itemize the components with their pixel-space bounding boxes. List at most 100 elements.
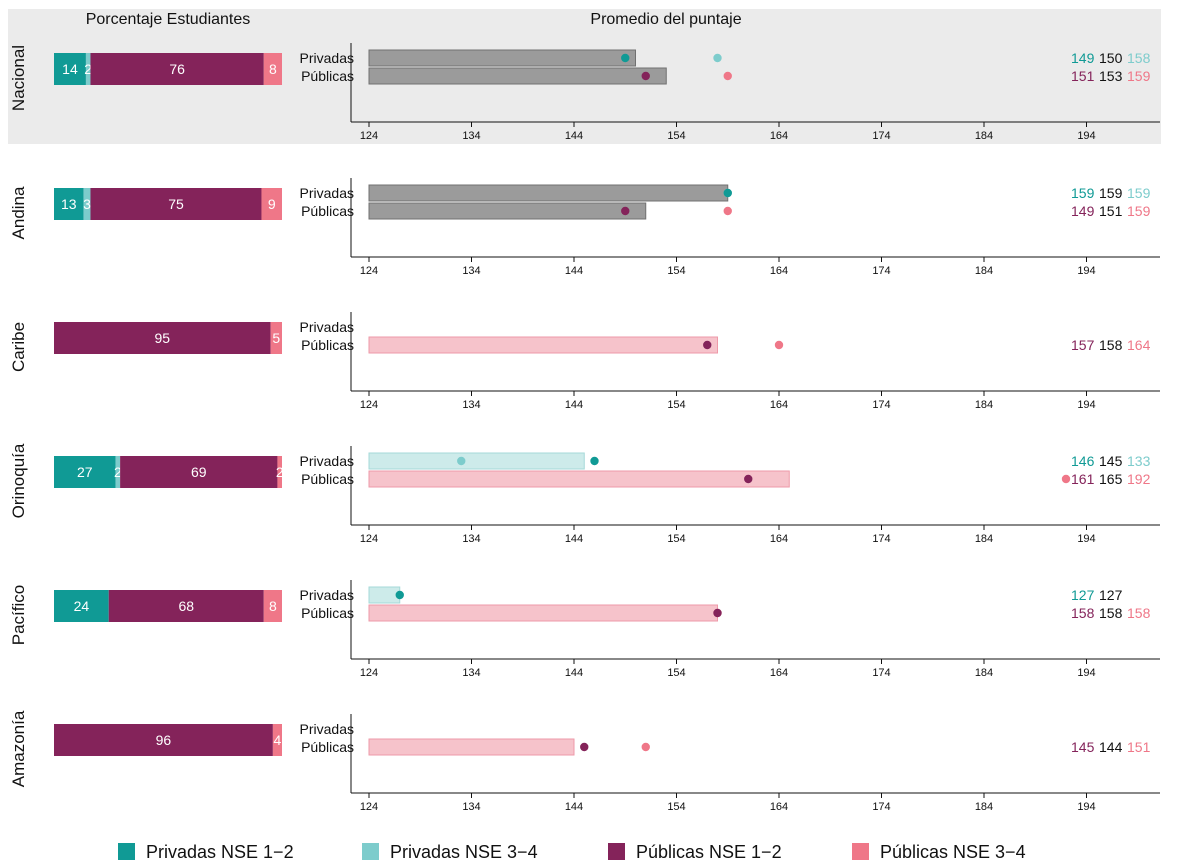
dot-nse34-publicas (1061, 474, 1071, 484)
mean-bar-privadas (368, 452, 585, 470)
x-tick-label: 134 (462, 265, 480, 277)
x-tick-label: 134 (462, 667, 480, 679)
value-mean: 127 (1099, 587, 1123, 603)
x-tick-label: 194 (1077, 399, 1095, 411)
pct-segment (54, 456, 116, 488)
dot-nse12-publicas (621, 206, 630, 216)
x-tick-label: 144 (565, 667, 583, 679)
row-label-publicas: Públicas (301, 605, 354, 621)
x-tick-label: 124 (360, 130, 378, 142)
pct-label: 5 (272, 330, 280, 346)
pct-label: 96 (156, 732, 172, 748)
region-panel-5: Pacífico 24 68 8 124 134 144 154 164 174 184 194 Pri… (9, 580, 1160, 679)
region-label: Orinoquía (9, 443, 28, 518)
x-tick-label: 194 (1077, 801, 1095, 813)
pct-label: 95 (155, 330, 171, 346)
pct-segment (90, 53, 264, 85)
pct-label: 8 (269, 598, 277, 614)
x-tick-label: 124 (360, 265, 378, 277)
dot-nse12-privadas (590, 456, 599, 466)
region-label: Nacional (9, 45, 28, 111)
mean-bar-publicas (368, 67, 667, 85)
mean-bar-publicas (368, 738, 575, 756)
row-label-privadas: Privadas (300, 721, 354, 737)
row-label-publicas: Públicas (301, 337, 354, 353)
pct-label: 2 (114, 464, 122, 480)
x-tick-label: 154 (667, 130, 685, 142)
value-nse12: 145 (1071, 739, 1095, 755)
region-label: Pacífico (9, 585, 28, 645)
x-tick-label: 184 (975, 801, 993, 813)
pct-segment (270, 322, 282, 354)
pct-segment (263, 53, 282, 85)
dot-nse34-publicas (723, 206, 732, 216)
x-tick-label: 144 (565, 399, 583, 411)
mean-bar-privadas (368, 184, 729, 202)
row-label-publicas: Públicas (301, 203, 354, 219)
dot-nse12-publicas (713, 608, 722, 618)
pct-label: 8 (269, 61, 277, 77)
value-nse34: 159 (1127, 203, 1151, 219)
dot-nse12-publicas (580, 742, 589, 752)
x-tick-label: 194 (1077, 533, 1095, 545)
row-label-privadas: Privadas (300, 50, 354, 66)
value-mean: 144 (1099, 739, 1123, 755)
x-tick-label: 194 (1077, 130, 1095, 142)
x-tick-label: 154 (667, 399, 685, 411)
legend-swatch (118, 843, 135, 860)
mean-bar-privadas (368, 49, 636, 67)
pct-segment (54, 53, 86, 85)
region-panels: Nacional14276812413414415416417418419420… (9, 43, 1160, 813)
value-mean: 151 (1099, 203, 1123, 219)
pct-segment (108, 590, 264, 622)
x-tick-label: 124 (360, 801, 378, 813)
x-tick-label: 174 (872, 801, 890, 813)
value-nse34: 164 (1127, 337, 1151, 353)
mean-bar-privadas (368, 586, 401, 604)
dot-nse12-publicas (703, 340, 712, 350)
value-nse34: 158 (1127, 50, 1151, 66)
legend-swatch (608, 843, 625, 860)
mean-bar-publicas (368, 470, 790, 488)
row-label-publicas: Públicas (301, 68, 354, 84)
value-mean: 159 (1099, 185, 1123, 201)
pct-segment (83, 188, 91, 220)
pct-label: 69 (191, 464, 207, 480)
x-tick-label: 164 (770, 667, 788, 679)
dot-nse34-publicas (641, 742, 650, 752)
pct-segment (54, 188, 84, 220)
pct-label: 76 (169, 61, 185, 77)
x-tick-label: 164 (770, 265, 788, 277)
pct-segment (54, 322, 271, 354)
value-mean: 145 (1099, 453, 1123, 469)
x-tick-label: 174 (872, 130, 890, 142)
x-tick-label: 184 (975, 399, 993, 411)
pct-segment (277, 456, 282, 488)
value-nse34: 159 (1127, 185, 1151, 201)
pct-segment (54, 590, 109, 622)
pct-label: 14 (62, 61, 78, 77)
value-mean: 153 (1099, 68, 1123, 84)
value-nse12: 151 (1071, 68, 1095, 84)
pct-segment (54, 724, 273, 756)
pct-label: 2 (276, 464, 284, 480)
row-label-privadas: Privadas (300, 319, 354, 335)
x-tick-label: 134 (462, 801, 480, 813)
region-label: Amazonía (9, 710, 28, 787)
region-panel-1: Nacional14276812413414415416417418419420… (9, 43, 1160, 142)
value-nse12: 158 (1071, 605, 1095, 621)
pct-segment (115, 456, 121, 488)
region-panel-3: Caribe 95 5 124 134 144 154 164 174 184 194 Privada… (9, 312, 1160, 411)
pct-segment (120, 456, 278, 488)
region-panel-2: Andina 13 3 75 9 124 134 144 154 164 174 184 194 Priv… (9, 178, 1160, 277)
x-tick-label: 144 (565, 801, 583, 813)
region-label: Caribe (9, 322, 28, 372)
value-mean: 158 (1099, 605, 1123, 621)
value-nse12: 149 (1071, 203, 1095, 219)
dot-nse12-privadas (723, 188, 732, 198)
value-nse34: 158 (1127, 605, 1151, 621)
x-tick-label: 144 (565, 533, 583, 545)
pct-label: 75 (168, 196, 184, 212)
dot-nse12-publicas (744, 474, 753, 484)
x-tick-label: 164 (770, 533, 788, 545)
